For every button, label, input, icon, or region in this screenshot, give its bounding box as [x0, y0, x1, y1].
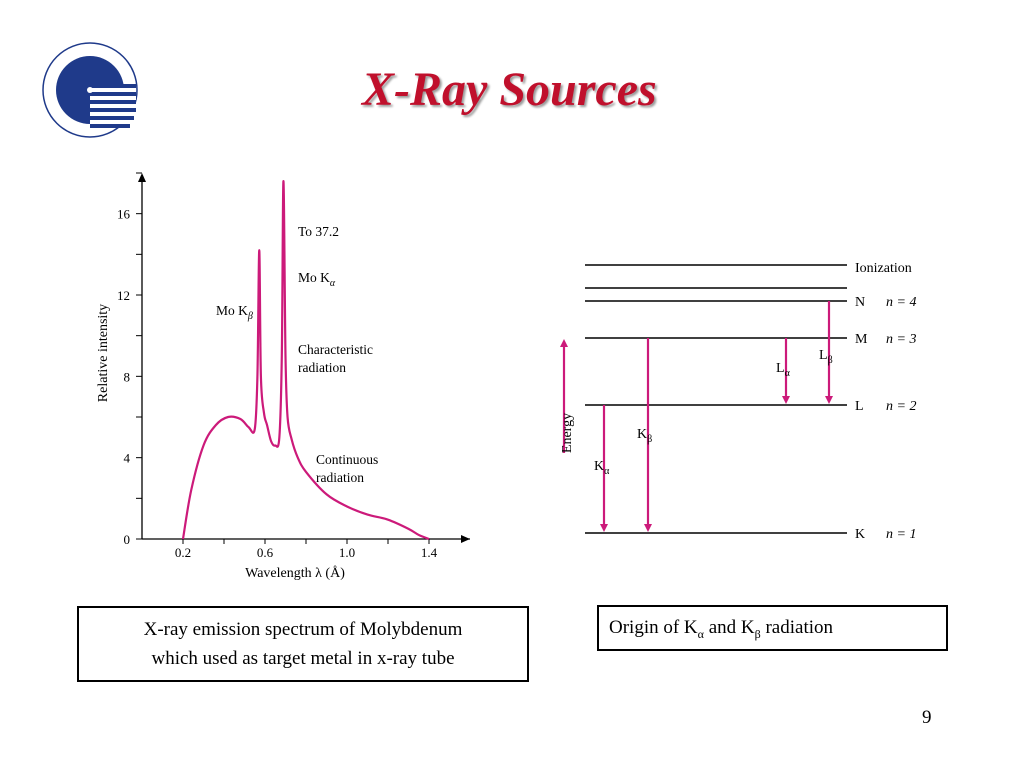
emission-spectrum-chart: 0.2 0.6 1.0 1.4 0 4 8 12 16 Wavelength λ (Å) Rel… [96, 172, 470, 581]
energy-axis-label: Energy [560, 413, 575, 453]
label-k-alpha: Kα [594, 459, 610, 477]
spectrum-caption-line-2: which used as target metal in x-ray tube [151, 648, 455, 669]
annotation-mo-ka: Mo Kα [298, 270, 336, 289]
level-shell-l: L [855, 399, 864, 414]
level-shell-k: K [855, 527, 865, 542]
label-k-beta: Kβ [637, 427, 652, 445]
chart-ticks: 0.2 0.6 1.0 1.4 0 4 8 12 16 [117, 172, 438, 560]
y-axis-label: Relative intensity [96, 304, 111, 402]
university-seal-icon [42, 42, 138, 138]
level-shell-n: N [855, 295, 865, 310]
level-label-ionization: Ionization [855, 261, 912, 276]
annotation-to-peak: To 37.2 [298, 224, 339, 239]
annotation-continuous-2: radiation [316, 470, 364, 485]
annotation-characteristic-2: radiation [298, 360, 346, 375]
label-l-alpha: Lα [776, 361, 791, 379]
y-axis-arrowhead [138, 173, 146, 182]
diagram-caption-suffix: radiation [760, 617, 833, 638]
annotation-mo-kb: Mo Kβ [216, 303, 253, 322]
y-tick-label: 16 [117, 207, 131, 222]
slide-title: X-Ray Sources [362, 63, 657, 116]
university-logo [40, 40, 140, 140]
diagram-caption-beta: β [754, 626, 761, 641]
annotation-characteristic: Characteristic [298, 342, 373, 357]
y-tick-label: 12 [117, 288, 130, 303]
y-tick-label: 8 [124, 369, 131, 384]
diagram-caption-prefix: Origin of K [609, 617, 698, 638]
label-l-beta: Lβ [819, 348, 833, 366]
x-tick-label: 1.4 [421, 545, 438, 560]
spectrum-caption-line-1: X-ray emission spectrum of Molybdenum [143, 619, 463, 640]
level-n-3: n = 3 [886, 332, 916, 347]
x-tick-label: 0.2 [175, 545, 191, 560]
diagram-caption-alpha: α [697, 626, 704, 641]
page-number: 9 [922, 707, 932, 728]
x-tick-label: 1.0 [339, 545, 355, 560]
annotation-continuous: Continuous [316, 452, 378, 467]
level-shell-m: M [855, 332, 868, 347]
level-n-2: n = 2 [886, 399, 916, 414]
spectrum-line [181, 180, 430, 541]
diagram-caption-mid: and K [703, 617, 755, 638]
level-n-1: n = 1 [886, 527, 916, 542]
y-tick-label: 0 [124, 532, 131, 547]
spectrum-caption: X-ray emission spectrum of Molybdenum wh… [77, 606, 529, 682]
level-n-4: n = 4 [886, 295, 916, 310]
x-axis-label: Wavelength λ (Å) [245, 565, 345, 581]
x-tick-label: 0.6 [257, 545, 274, 560]
x-axis-arrowhead [461, 535, 470, 543]
y-tick-label: 4 [124, 451, 131, 466]
energy-level-diagram: Ionization N n = 4 M n = 3 L n = 2 K n =… [560, 261, 916, 542]
diagram-caption: Origin of Kα and Kβ radiation [597, 605, 948, 651]
